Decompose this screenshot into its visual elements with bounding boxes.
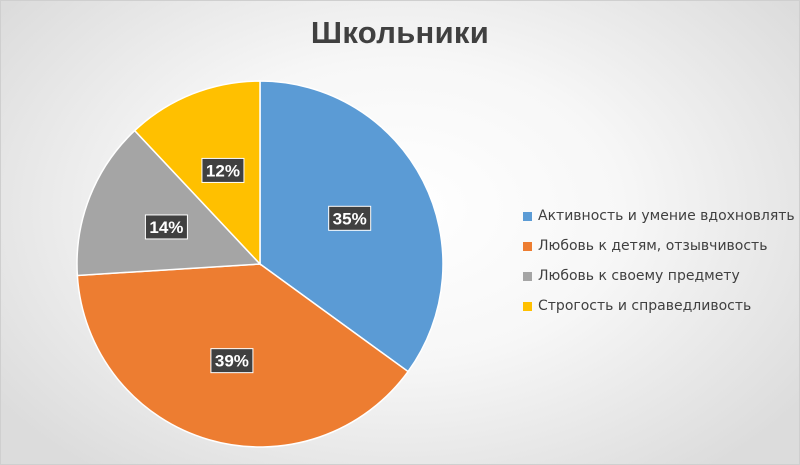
legend-swatch: [523, 271, 532, 281]
pie-slice-3: [76, 129, 262, 277]
data-label-4: 12%: [201, 157, 245, 183]
data-label-text: 12%: [206, 161, 240, 180]
legend-item-1: Активность и умение вдохновлять: [523, 201, 795, 231]
data-label-box: [144, 214, 188, 240]
chart-legend: Активность и умение вдохновлять Любовь к …: [523, 201, 795, 321]
data-label-1: 35%: [328, 205, 372, 231]
legend-item-4: Строгость и справедливость: [523, 291, 795, 321]
chart-title: Школьники: [310, 15, 490, 50]
data-label-box: [210, 348, 254, 374]
data-label-text: 39%: [215, 352, 249, 371]
legend-label: Любовь к своему предмету: [538, 268, 740, 284]
data-label-3: 14%: [144, 214, 188, 240]
legend-label: Строгость и справедливость: [538, 298, 752, 314]
data-label-text: 35%: [333, 209, 367, 228]
legend-label: Любовь к детям, отзывчивость: [538, 238, 768, 254]
legend-item-2: Любовь к детям, отзывчивость: [523, 231, 795, 261]
legend-item-3: Любовь к своему предмету: [523, 261, 795, 291]
data-label-box: [328, 205, 372, 231]
legend-label: Активность и умение вдохновлять: [538, 208, 795, 224]
legend-swatch: [523, 241, 532, 251]
data-label-2: 39%: [210, 348, 254, 374]
legend-swatch: [523, 301, 532, 311]
data-label-text: 14%: [149, 218, 183, 237]
data-label-box: [201, 157, 245, 183]
pie-slice-4: [133, 80, 261, 266]
legend-swatch: [523, 211, 532, 221]
